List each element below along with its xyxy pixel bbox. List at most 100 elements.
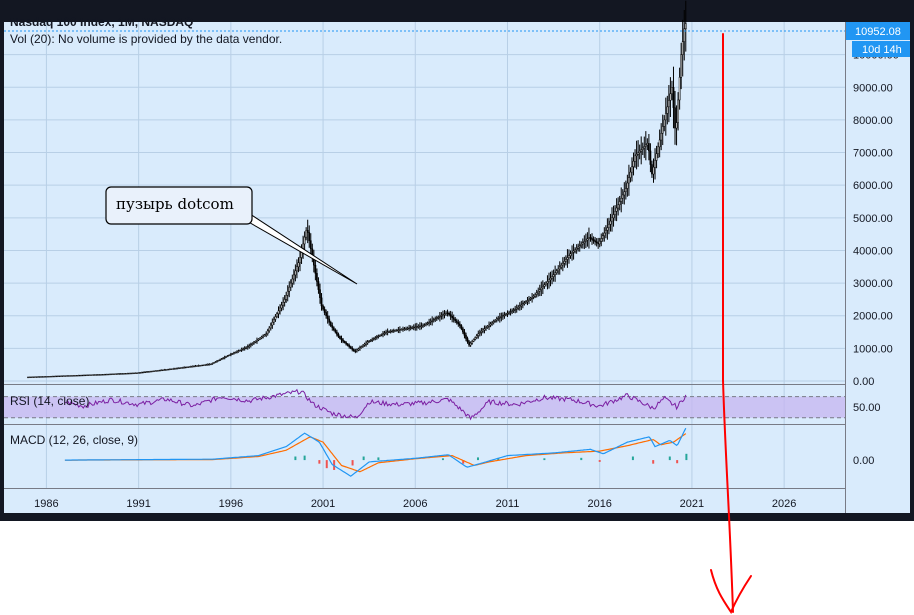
macd-pane-background: [4, 425, 845, 488]
price-candle-body: [434, 318, 437, 320]
price-candle-body: [500, 316, 503, 318]
price-candle-body: [454, 319, 457, 322]
macd-histogram-bar: [652, 460, 655, 464]
price-candle-body: [435, 317, 438, 320]
price-candle-body: [174, 368, 177, 370]
time-axis-background: [4, 489, 845, 513]
price-candle-body: [53, 375, 55, 378]
price-candle-body: [306, 230, 309, 233]
time-tick-label: 1996: [219, 498, 243, 510]
price-candle-body: [91, 374, 94, 376]
price-candle-body: [494, 319, 497, 322]
price-candle-body: [389, 330, 392, 333]
time-axis[interactable]: 1986 1991 1996 2001 2006 2011 2016 2021 2026: [34, 498, 796, 510]
price-candle-body: [482, 329, 484, 332]
price-candle-body: [211, 363, 214, 365]
price-candle-body: [509, 311, 512, 313]
price-candle-body: [506, 313, 509, 315]
price-candle-body: [259, 337, 261, 340]
price-candle-body: [206, 364, 209, 366]
price-candle-body: [460, 325, 463, 330]
macd-tick-label: 0.00: [853, 455, 874, 467]
price-candle-body: [502, 315, 504, 317]
price-candle-body: [203, 364, 206, 366]
macd-series-group: [64, 427, 688, 477]
macd-histogram-bar: [294, 456, 297, 461]
price-candle-body: [183, 367, 186, 369]
price-candle-body: [348, 345, 351, 347]
price-candle-body: [529, 298, 532, 300]
price-candle-body: [572, 250, 575, 253]
price-candle-body: [395, 329, 398, 332]
price-candle-body: [249, 344, 252, 346]
price-candle-body: [606, 227, 609, 231]
rsi-tick-label: 50.00: [853, 402, 881, 414]
price-candle-body: [210, 363, 212, 366]
price-candle-body: [495, 318, 498, 321]
last-price-tag: [846, 22, 910, 40]
price-candle-body: [543, 284, 546, 287]
price-candle-body: [40, 376, 43, 378]
price-candle-body: [47, 376, 49, 378]
price-candle-body: [477, 333, 480, 336]
price-candle-body: [105, 373, 108, 376]
price-candle-body: [286, 291, 289, 296]
price-candle-body: [332, 327, 335, 331]
symbol-title[interactable]: Nasdaq 100 Index, 1M, NASDAQ: [10, 15, 193, 29]
price-candle-body: [125, 373, 128, 375]
price-candle-body: [608, 224, 610, 228]
price-candle-body: [505, 313, 507, 316]
price-candle-body: [339, 336, 341, 339]
price-candle-body: [114, 373, 117, 375]
price-candle-body: [640, 149, 643, 152]
price-candle-body: [229, 353, 232, 356]
price-candle-body: [349, 346, 352, 349]
price-candle-body: [565, 259, 567, 262]
price-candle-body: [70, 375, 72, 377]
price-candle-body: [145, 371, 148, 373]
rsi-legend[interactable]: RSI (14, close): [10, 394, 89, 408]
price-candle-body: [176, 367, 178, 370]
price-candle-body: [660, 132, 663, 141]
price-candle-body: [133, 372, 135, 375]
price-candle-body: [323, 308, 326, 313]
price-candle-body: [552, 274, 555, 277]
price-tick-label: 0.00: [853, 376, 874, 388]
price-candle-body: [234, 351, 237, 354]
price-candle-body: [143, 371, 146, 374]
price-candle-body: [297, 262, 300, 268]
price-candle-body: [59, 375, 62, 377]
price-candle-body: [57, 375, 60, 377]
price-candle-body: [628, 177, 630, 184]
price-candle-body: [334, 329, 337, 333]
price-candle-body: [94, 374, 97, 376]
price-candle-body: [478, 332, 481, 334]
price-candle-body: [277, 310, 280, 314]
price-candle-body: [293, 274, 295, 280]
price-candle-body: [517, 306, 520, 309]
price-candle-body: [463, 331, 466, 336]
price-candle-body: [186, 366, 189, 368]
price-candle-body: [87, 374, 89, 376]
price-candle-body: [150, 370, 152, 373]
price-candle-body: [76, 375, 79, 377]
price-candle-body: [196, 365, 198, 367]
price-candle-body: [142, 371, 145, 374]
macd-legend[interactable]: MACD (12, 26, close, 9): [10, 433, 138, 447]
macd-histogram-bar: [303, 455, 306, 461]
price-candle-body: [148, 371, 151, 373]
price-candle-body: [603, 232, 606, 237]
price-candle-body: [578, 245, 581, 248]
price-candle-body: [655, 153, 658, 161]
callout-box[interactable]: [105, 186, 253, 225]
price-candle-body: [379, 335, 381, 337]
price-candle-body: [574, 249, 576, 252]
price-candle-body: [385, 331, 387, 334]
price-candle-body: [320, 297, 323, 307]
price-candle-body: [403, 328, 406, 330]
price-candle-body: [64, 375, 66, 377]
price-candle-body: [535, 292, 538, 295]
price-candle-body: [166, 369, 169, 371]
price-candle-body: [219, 359, 221, 361]
